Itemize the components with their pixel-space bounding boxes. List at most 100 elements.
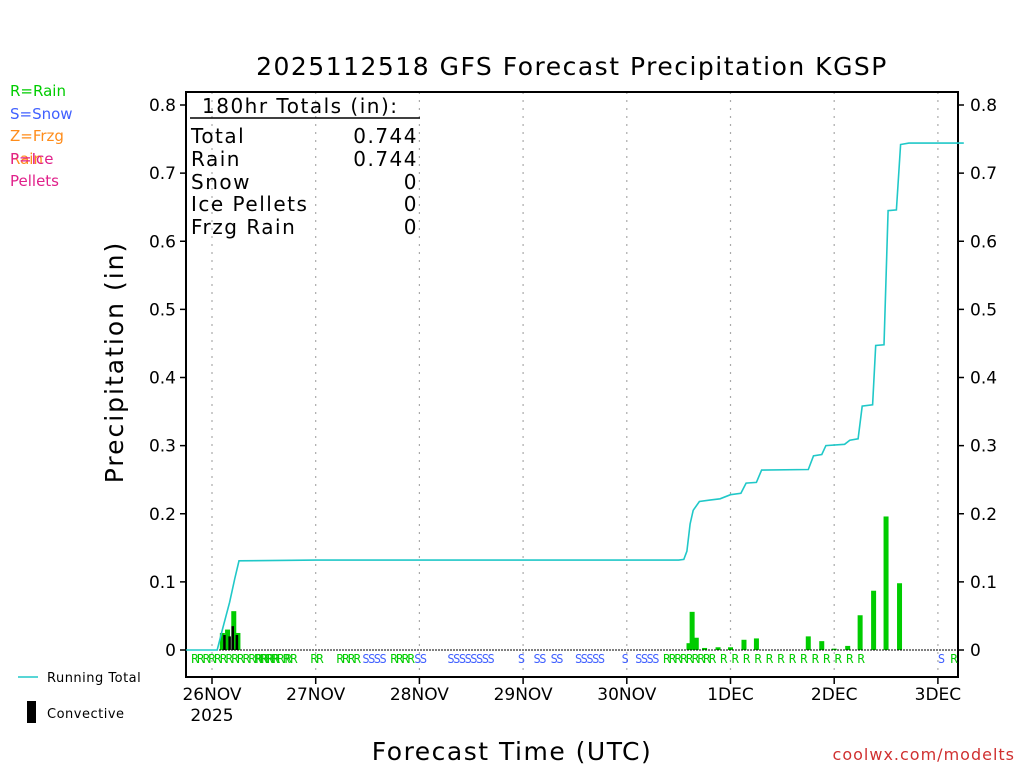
ptype-marker: S bbox=[518, 652, 525, 666]
ptype-marker: SS S bbox=[533, 652, 557, 666]
y-tick-label-left: 0.7 bbox=[149, 164, 176, 184]
x-tick-label: 2DEC bbox=[811, 685, 858, 705]
y-tick-label-left: 0.1 bbox=[149, 573, 176, 593]
y-tick-label-right: 0.3 bbox=[970, 437, 997, 457]
x-tick-label: 3DEC bbox=[915, 685, 962, 705]
totals-row-label: Rain bbox=[191, 147, 241, 171]
y-tick-label-right: 0.4 bbox=[970, 369, 997, 389]
x-tick-label: 26NOV bbox=[182, 685, 241, 705]
rain-bar bbox=[857, 615, 863, 650]
ptype-marker: RRRR bbox=[390, 652, 415, 666]
rain-bar bbox=[219, 632, 225, 650]
totals-box: 180hr Totals (in): Total 0.744 Rain 0.74… bbox=[190, 94, 420, 239]
x-axis-label: Forecast Time (UTC) bbox=[372, 737, 652, 766]
x-tick-label: 27NOV bbox=[286, 685, 345, 705]
convective-legend-swatch bbox=[27, 701, 36, 723]
rain-bar bbox=[225, 629, 231, 650]
ptype-marker: S bbox=[622, 652, 629, 666]
totals-row-label: Frzg Rain bbox=[191, 215, 296, 239]
convective-legend-label: Convective bbox=[47, 707, 125, 722]
credit-link[interactable]: coolwx.com/modelts bbox=[832, 745, 1015, 764]
y-tick-label-left: 0.3 bbox=[149, 437, 176, 457]
rain-bar bbox=[693, 637, 699, 650]
totals-title: 180hr Totals (in): bbox=[202, 94, 399, 118]
y-axis: 0 00.1 0.10.2 0.20.3 0.30.4 0.40.5 0.50.6 0.60.… bbox=[149, 96, 997, 661]
y-tick-label-left: 0.5 bbox=[149, 300, 176, 320]
x-tick-label: 30NOV bbox=[597, 685, 656, 705]
running-total-legend-label: Running Total bbox=[47, 671, 141, 686]
rain-bar bbox=[686, 643, 692, 650]
y-axis-label: Precipitation (in) bbox=[100, 241, 129, 484]
totals-row-value: 0.744 bbox=[353, 124, 418, 148]
ptype-marker: RRRRRRRRR bbox=[663, 652, 717, 666]
ptype-marker: SSSS bbox=[635, 652, 659, 666]
convective-bar bbox=[228, 636, 231, 650]
rain-bar bbox=[819, 641, 825, 650]
legend-rain: R=Rain bbox=[10, 82, 66, 100]
ptype-marker: S bbox=[938, 652, 945, 666]
y-tick-label-right: 0.7 bbox=[970, 164, 997, 184]
ptype-marker: RRRRRRRRRRRRRRRRR bbox=[191, 652, 291, 666]
convective-bar bbox=[231, 626, 234, 650]
bar-series bbox=[219, 516, 903, 650]
ptype-marker: RR bbox=[311, 652, 325, 666]
totals-row-value: 0.744 bbox=[353, 147, 418, 171]
ptype-marker: SSSSS bbox=[575, 652, 605, 666]
rain-bar bbox=[805, 636, 811, 650]
convective-bar bbox=[223, 635, 226, 650]
running-total-line bbox=[186, 142, 964, 651]
y-tick-label-right: 0.8 bbox=[970, 96, 997, 116]
y-tick-label-right: 0.6 bbox=[970, 232, 997, 252]
ptype-marker: SS bbox=[414, 652, 427, 666]
rain-bar bbox=[689, 611, 695, 650]
series-legend: Running Total Convective bbox=[18, 671, 141, 723]
chart-title: 2025112518 GFS Forecast Precipitation KG… bbox=[256, 52, 888, 81]
rain-bar bbox=[897, 583, 903, 650]
x-axis: 26NOV 27NOV 28NOV 29NOV 30NOV 1DEC 2DEC 3DEC bbox=[182, 677, 961, 705]
y-tick-label-right: 0.2 bbox=[970, 505, 997, 525]
ptype-marker: RRRR bbox=[336, 652, 361, 666]
ptype-marker: SSSS bbox=[362, 652, 386, 666]
totals-row-value: 0 bbox=[404, 215, 418, 239]
ptype-marker: R bbox=[950, 652, 958, 666]
legend-ice-pellets: P=Ice Pellets bbox=[10, 149, 59, 191]
rain-bar bbox=[728, 647, 733, 650]
ptype-marker: S bbox=[556, 652, 563, 666]
grid bbox=[211, 92, 939, 677]
ptype-marker: RRRR bbox=[256, 652, 281, 666]
rain-bar bbox=[871, 590, 877, 650]
totals-row-label: Snow bbox=[191, 170, 251, 194]
totals-row-label: Total bbox=[190, 124, 245, 148]
y-tick-label-right: 0.5 bbox=[970, 300, 997, 320]
plot-frame bbox=[185, 91, 959, 678]
year-label: 2025 bbox=[190, 706, 233, 726]
rain-bar bbox=[702, 647, 708, 650]
ptype-marker: SSSSSSSS bbox=[447, 652, 494, 666]
x-tick-label: 1DEC bbox=[707, 685, 754, 705]
rain-bar bbox=[715, 647, 721, 650]
totals-row-label: Ice Pellets bbox=[191, 192, 308, 216]
y-tick-label-left: 0.8 bbox=[149, 96, 176, 116]
totals-row-value: 0 bbox=[404, 192, 418, 216]
x-tick-label: 29NOV bbox=[494, 685, 553, 705]
convective-bar bbox=[235, 635, 239, 650]
legend-snow: S=Snow bbox=[10, 104, 73, 123]
ptype-marker: R R R R R R R R R R R R R bbox=[720, 652, 865, 666]
y-tick-label-right: 0.1 bbox=[970, 573, 997, 593]
rain-bar bbox=[845, 645, 851, 650]
legend-frzg-rain: Z=Frzg Rain bbox=[10, 127, 64, 168]
y-tick-label-left: 0 bbox=[165, 641, 176, 661]
y-tick-label-left: 0.2 bbox=[149, 505, 176, 525]
rain-bar bbox=[741, 639, 747, 650]
rain-bar bbox=[753, 638, 759, 650]
x-tick-label: 28NOV bbox=[390, 685, 449, 705]
ptype-marker: RR bbox=[285, 652, 299, 666]
y-tick-label-right: 0 bbox=[970, 641, 981, 661]
y-tick-label-left: 0.4 bbox=[149, 369, 176, 389]
rain-bar bbox=[883, 516, 889, 650]
rain-bar bbox=[831, 648, 837, 650]
totals-row-value: 0 bbox=[404, 170, 418, 194]
y-tick-label-left: 0.6 bbox=[149, 232, 176, 252]
